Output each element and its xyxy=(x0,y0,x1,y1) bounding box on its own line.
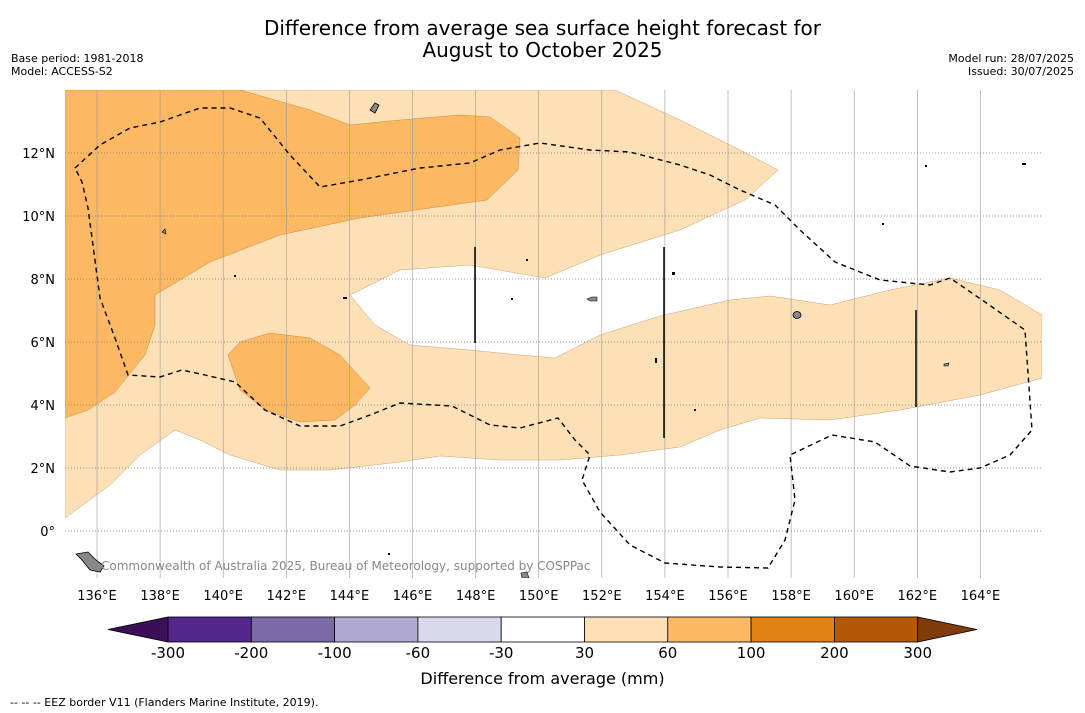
anomaly-region-60-100-north xyxy=(65,90,521,419)
island-dot-7 xyxy=(343,297,347,299)
model-run-text: Model run: 28/07/2025 xyxy=(948,52,1074,65)
colorbar-tick-label: -60 xyxy=(405,644,431,662)
lon-tick-label: 158°E xyxy=(771,589,811,604)
colorbar-tick-label: -30 xyxy=(488,644,514,662)
colorbar-tick-label: 60 xyxy=(658,644,678,662)
colorbar-tick-label: 200 xyxy=(820,644,849,662)
colorbar-tick-label: -300 xyxy=(150,644,186,662)
lat-tick-label: 10°N xyxy=(22,210,55,225)
lat-tick-label: 12°N xyxy=(22,147,55,162)
meta-left: Base period: 1981-2018 Model: ACCESS-S2 xyxy=(11,52,143,78)
colorbar-extend-low xyxy=(107,616,169,643)
colorbar-segment xyxy=(334,616,419,643)
issued-text: Issued: 30/07/2025 xyxy=(967,65,1074,78)
colorbar-extend-high xyxy=(917,616,978,643)
lon-tick-label: 136°E xyxy=(77,589,117,604)
island-kosrae xyxy=(943,362,950,367)
island-dot-1 xyxy=(672,272,675,275)
colorbar-tick-label: -100 xyxy=(317,644,352,662)
lon-tick-label: 152°E xyxy=(582,589,622,604)
lon-tick-label: 140°E xyxy=(203,589,243,604)
lon-tick-label: 156°E xyxy=(708,589,748,604)
anomaly-region-60-100-south xyxy=(227,332,371,423)
island-dot-5 xyxy=(1022,163,1026,165)
island-dot-4 xyxy=(925,165,927,167)
colorbar-segment xyxy=(834,616,919,643)
eez-border xyxy=(74,107,1033,569)
island-dot-10 xyxy=(694,409,696,411)
colorbar-segment xyxy=(500,616,585,643)
island-dot-3 xyxy=(882,223,884,225)
chart-title-line2: August to October 2025 xyxy=(422,38,663,62)
lon-tick-label: 162°E xyxy=(898,589,938,604)
base-period-text: Base period: 1981-2018 xyxy=(11,52,144,65)
model-text: Model: ACCESS-S2 xyxy=(11,65,113,78)
lat-tick-label: 6°N xyxy=(31,336,56,351)
eez-footnote: -- -- -- EEZ border V11 (Flanders Marine… xyxy=(10,696,319,709)
colorbar-tick-label: 100 xyxy=(736,644,766,662)
island-manus xyxy=(520,571,530,578)
island-yap xyxy=(161,228,167,235)
lon-tick-label: 146°E xyxy=(393,589,433,604)
island-dot-2 xyxy=(526,259,528,261)
lat-tick-label: 8°N xyxy=(31,273,56,288)
lon-tick-label: 150°E xyxy=(519,589,559,604)
map-area: Commonwealth of Australia 2025, Bureau o… xyxy=(65,90,1042,578)
island-new-guinea xyxy=(75,551,105,573)
colorbar-segment xyxy=(584,616,669,643)
colorbar xyxy=(107,616,978,643)
lon-tick-label: 148°E xyxy=(456,589,496,604)
island-chuuk xyxy=(586,296,598,302)
lat-tick-label: 4°N xyxy=(31,399,56,414)
colorbar-segment xyxy=(167,616,252,643)
lon-tick-label: 164°E xyxy=(961,589,1001,604)
lat-tick-label: 0° xyxy=(40,525,55,540)
lon-tick-label: 160°E xyxy=(834,589,874,604)
colorbar-tick-label: 300 xyxy=(903,644,933,662)
chart-title-line1: Difference from average sea surface heig… xyxy=(263,16,822,40)
colorbar-tick-label: 30 xyxy=(574,644,595,662)
lon-tick-label: 154°E xyxy=(645,589,685,604)
colorbar-segment xyxy=(667,616,752,643)
meta-right: Model run: 28/07/2025 Issued: 30/07/2025 xyxy=(948,52,1074,78)
gridlines xyxy=(65,90,1042,578)
lon-tick-label: 138°E xyxy=(140,589,180,604)
colorbar-segment xyxy=(750,616,835,643)
colorbar-segment xyxy=(417,616,502,643)
lat-tick-label: 2°N xyxy=(31,462,56,477)
colorbar-title: Difference from average (mm) xyxy=(420,669,665,688)
island-dot-8 xyxy=(511,298,513,300)
lon-tick-label: 144°E xyxy=(330,589,370,604)
lon-tick-label: 142°E xyxy=(267,589,307,604)
island-dot-9 xyxy=(234,275,236,277)
latitude-labels: 12°N 10°N 8°N 6°N 4°N 2°N 0° xyxy=(22,147,55,540)
island-dot-6 xyxy=(655,358,657,363)
colorbar-tick-label: -200 xyxy=(234,644,269,662)
island-dot-11 xyxy=(388,553,390,555)
island-guam xyxy=(369,102,380,114)
copyright-text: Commonwealth of Australia 2025, Bureau o… xyxy=(101,559,591,573)
island-pohnpei xyxy=(792,311,802,319)
longitude-labels: 136°E 138°E 140°E 142°E 144°E 146°E 148°E 150°E… xyxy=(77,589,1000,604)
colorbar-segment xyxy=(250,616,336,643)
